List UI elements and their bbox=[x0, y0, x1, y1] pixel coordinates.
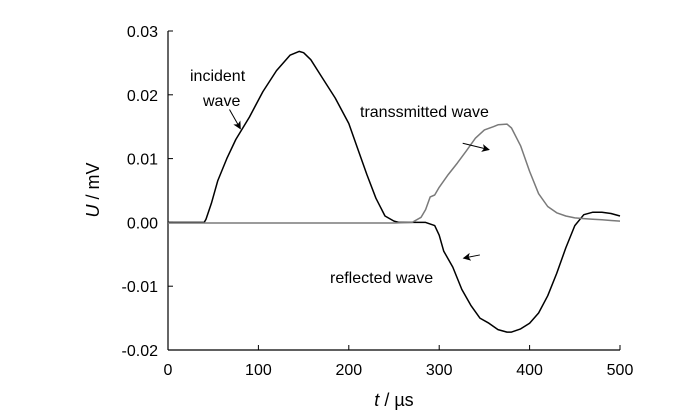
x-tick-label: 0 bbox=[164, 362, 173, 379]
transmitted-wave-arrow bbox=[462, 142, 490, 152]
y-tick-label: -0.01 bbox=[122, 279, 159, 296]
series-group bbox=[168, 50, 621, 333]
incident-wave-label: wave bbox=[202, 93, 240, 110]
incident-wave-label: incident bbox=[190, 68, 246, 85]
x-axis-unit: / µs bbox=[379, 390, 413, 410]
y-axis-label: U / mV bbox=[83, 162, 103, 217]
x-axis-label: t / µs bbox=[374, 390, 413, 410]
reflected-wave-line bbox=[398, 211, 621, 333]
x-tick-label: 200 bbox=[335, 362, 362, 379]
y-axis-unit: / mV bbox=[83, 162, 103, 204]
x-axis-var: t bbox=[374, 390, 380, 410]
transmitted-wave-label: transsmitted wave bbox=[360, 104, 489, 121]
reflected-wave-label: reflected wave bbox=[330, 270, 433, 287]
y-tick-label: 0.02 bbox=[127, 88, 158, 105]
y-tick-label: 0.00 bbox=[127, 215, 158, 232]
x-tick-label: 500 bbox=[607, 362, 634, 379]
x-tick-label: 400 bbox=[516, 362, 543, 379]
x-tick-label: 300 bbox=[426, 362, 453, 379]
y-tick-label: -0.02 bbox=[122, 343, 159, 360]
incident-wave-arrow bbox=[229, 109, 241, 130]
transmitted-wave-line bbox=[168, 123, 621, 224]
incident-wave-line bbox=[168, 50, 399, 224]
y-tick-label: 0.01 bbox=[127, 152, 158, 169]
axes bbox=[167, 31, 620, 351]
ticks: 0 100 200 300 400 500 -0.02 -0.01 0.00 0.01 0.02 0.… bbox=[122, 24, 634, 379]
annotations: incident wave transsmitted wave reflected w… bbox=[190, 68, 490, 287]
y-tick-label: 0.03 bbox=[127, 24, 158, 41]
axis-labels: t / µs U / mV bbox=[83, 162, 414, 410]
x-tick-label: 100 bbox=[245, 362, 272, 379]
reflected-wave-arrow bbox=[462, 252, 480, 261]
y-axis-var: U bbox=[83, 204, 103, 218]
